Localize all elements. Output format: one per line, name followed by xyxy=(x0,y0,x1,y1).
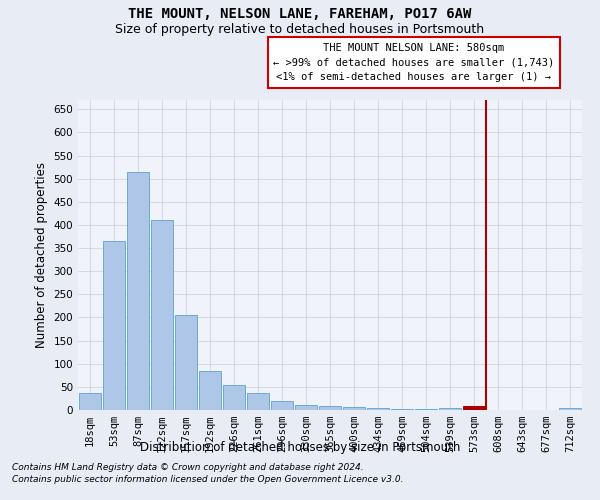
Bar xyxy=(559,408,581,410)
Bar xyxy=(271,400,293,410)
Text: Size of property relative to detached houses in Portsmouth: Size of property relative to detached ho… xyxy=(115,22,485,36)
Text: THE MOUNT, NELSON LANE, FAREHAM, PO17 6AW: THE MOUNT, NELSON LANE, FAREHAM, PO17 6A… xyxy=(128,8,472,22)
Text: Distribution of detached houses by size in Portsmouth: Distribution of detached houses by size … xyxy=(140,441,460,454)
Bar xyxy=(79,393,101,410)
Bar xyxy=(223,384,245,410)
Text: Contains public sector information licensed under the Open Government Licence v3: Contains public sector information licen… xyxy=(12,475,404,484)
Bar xyxy=(463,406,485,410)
Bar xyxy=(367,408,389,410)
Bar xyxy=(343,407,365,410)
Bar xyxy=(319,406,341,410)
Bar xyxy=(247,393,269,410)
Bar xyxy=(295,406,317,410)
Bar xyxy=(103,241,125,410)
Y-axis label: Number of detached properties: Number of detached properties xyxy=(35,162,48,348)
Bar xyxy=(391,408,413,410)
Text: THE MOUNT NELSON LANE: 580sqm
← >99% of detached houses are smaller (1,743)
<1% : THE MOUNT NELSON LANE: 580sqm ← >99% of … xyxy=(274,42,554,82)
Bar xyxy=(415,409,437,410)
Bar xyxy=(199,370,221,410)
Bar xyxy=(439,408,461,410)
Bar xyxy=(151,220,173,410)
Bar xyxy=(127,172,149,410)
Bar xyxy=(175,315,197,410)
Text: Contains HM Land Registry data © Crown copyright and database right 2024.: Contains HM Land Registry data © Crown c… xyxy=(12,464,364,472)
